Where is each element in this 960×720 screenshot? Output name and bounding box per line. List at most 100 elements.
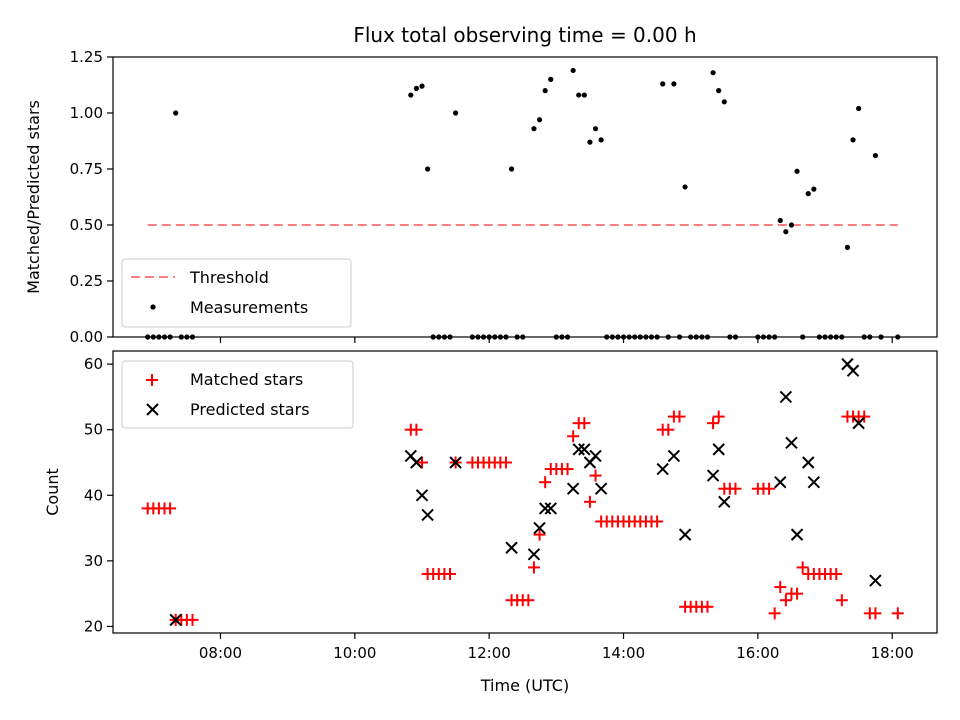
predicted-star-point	[594, 482, 608, 495]
bottom-x-tick-label: 16:00	[736, 644, 779, 662]
legend-measurements-swatch	[150, 304, 156, 310]
measurement-point	[716, 88, 722, 94]
measurement-point	[413, 85, 420, 91]
predicted-star-point	[846, 364, 860, 377]
bottom-x-axis-label: Time (UTC)	[480, 676, 569, 695]
matched-star-point	[763, 482, 776, 495]
bottom-y-ticks: 20 30 40 50 60	[84, 355, 113, 635]
measurement-point	[587, 139, 593, 145]
predicted-star-point	[415, 489, 429, 502]
measurement-point	[783, 229, 789, 235]
measurement-point	[682, 184, 688, 190]
measurement-point	[598, 137, 604, 143]
predicted-star-point	[169, 613, 182, 627]
top-panel: 0.00 0.25 0.50 0.75 1.00 1.25 Matched/Predict…	[24, 48, 938, 346]
legend-predicted-swatch	[146, 403, 159, 416]
predicted-star-point	[449, 456, 462, 469]
matched-star-point	[729, 482, 742, 495]
measurement-point	[452, 110, 459, 116]
measurement-point	[805, 191, 811, 197]
measurement-point	[576, 92, 582, 98]
bottom-legend-box	[121, 360, 354, 429]
matched-star-point	[835, 594, 848, 607]
bottom-x-tick-label: 08:00	[199, 644, 242, 662]
legend-measurements-label: Measurements	[190, 298, 308, 317]
measurement-point	[536, 117, 543, 123]
top-y-axis-label: Matched/Predicted stars	[24, 100, 43, 294]
predicted-star-point	[533, 521, 546, 535]
predicted-star-point	[718, 495, 731, 509]
predicted-star-point	[852, 416, 865, 430]
measurement-point	[721, 99, 727, 105]
matched-star-point	[578, 417, 591, 430]
matched-star-point	[561, 463, 574, 476]
bottom-axes-frame	[112, 350, 938, 634]
measurement-point	[844, 244, 851, 250]
predicted-star-point	[785, 436, 798, 450]
top-axes-frame	[112, 56, 938, 338]
predicted-star-point	[410, 456, 423, 469]
matched-star-point	[527, 561, 540, 574]
matched-star-point	[522, 594, 535, 607]
matched-star-point	[858, 410, 871, 423]
matched-star-point	[869, 607, 882, 620]
top-y-tick-label: 1.25	[70, 48, 103, 66]
measurement-point	[508, 166, 515, 172]
matched-star-point	[651, 515, 664, 528]
bottom-y-tick-label: 30	[84, 552, 103, 570]
predicted-star-point	[802, 456, 815, 469]
matched-star-point	[662, 423, 675, 436]
predicted-star-point	[807, 475, 821, 489]
legend-matched-swatch	[146, 374, 158, 386]
matched-star-point	[796, 561, 809, 574]
top-y-tick-label: 0.50	[70, 216, 103, 234]
predicted-star-point	[572, 443, 585, 456]
matched-star-point	[499, 456, 512, 469]
matched-star-point	[186, 613, 199, 626]
predicted-star-point	[566, 482, 580, 495]
bottom-legend: Matched stars Predicted stars	[121, 360, 354, 429]
matched-star-point	[712, 410, 725, 423]
matched-star-point	[891, 607, 904, 620]
predicted-star-point	[527, 548, 541, 561]
predicted-star-point	[589, 449, 602, 463]
matched-star-point	[774, 581, 787, 594]
matched-star-point	[583, 495, 596, 508]
matched-star-point	[830, 567, 843, 580]
top-legend: Threshold Measurements	[121, 258, 352, 328]
predicted-star-point	[538, 502, 552, 515]
measurement-point	[856, 105, 862, 112]
top-y-tick-label: 1.00	[70, 104, 103, 122]
matched-star-point	[589, 469, 602, 482]
predicted-star-point	[421, 508, 434, 522]
matched-star-point	[164, 502, 177, 515]
measurement-point	[660, 81, 666, 87]
legend-matched-label: Matched stars	[190, 370, 303, 389]
predicted-star-point	[678, 528, 692, 541]
bottom-x-tick-label: 18:00	[871, 644, 914, 662]
measurement-point	[408, 92, 414, 98]
bottom-plot-area	[141, 357, 904, 627]
measurement-point	[548, 76, 554, 82]
top-y-tick-label: 0.00	[70, 328, 103, 346]
matched-star-point	[673, 410, 686, 423]
predicted-star-point	[774, 475, 787, 489]
measurement-point	[531, 126, 537, 132]
bottom-x-tick-label: 14:00	[602, 644, 645, 662]
measurement-point	[173, 110, 179, 116]
matched-star-point	[707, 417, 720, 430]
measurement-point	[850, 137, 856, 143]
measurement-point	[671, 81, 677, 87]
matched-star-point	[768, 607, 781, 620]
measurement-point	[788, 222, 795, 228]
predicted-star-point	[656, 462, 669, 476]
matched-star-point	[791, 587, 804, 600]
measurement-point	[592, 126, 599, 132]
top-plot-area	[145, 67, 901, 340]
measurement-point	[570, 67, 576, 74]
measurement-point	[419, 83, 425, 89]
top-y-ticks: 0.00 0.25 0.50 0.75 1.00 1.25	[70, 48, 113, 346]
measurement-point	[872, 152, 879, 159]
